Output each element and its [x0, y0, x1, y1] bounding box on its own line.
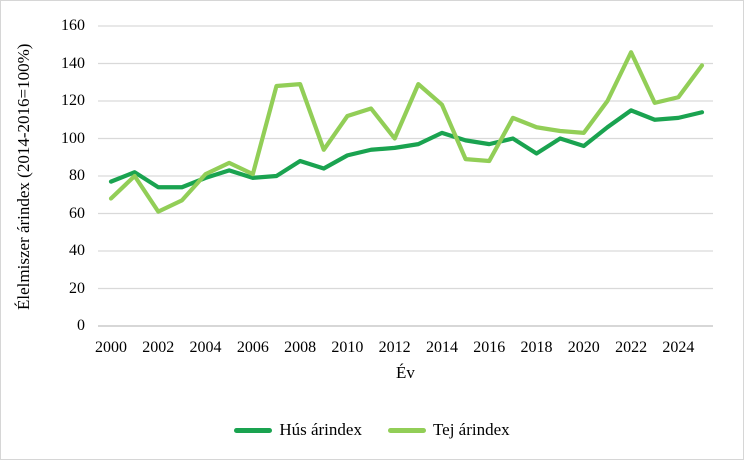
- y-tick-label: 160: [61, 17, 85, 34]
- tej-series-line: [108, 50, 705, 214]
- legend-item-hus: Hús árindex: [234, 420, 362, 440]
- y-tick-label: 100: [61, 129, 85, 147]
- legend-item-tej: Tej árindex: [387, 420, 510, 440]
- x-tick-label: 2018: [520, 339, 553, 356]
- x-tick-label: 2002: [142, 339, 175, 356]
- x-tick-label: 2004: [189, 339, 222, 356]
- legend: Hús árindex Tej árindex: [1, 420, 743, 440]
- x-axis-title: Év: [396, 363, 415, 382]
- x-tick-label: 2014: [425, 339, 458, 356]
- tej-line-swatch-icon: [387, 427, 426, 433]
- y-tick-label: 120: [61, 92, 85, 109]
- hus-line-swatch-icon: [234, 427, 273, 433]
- legend-label-tej: Tej árindex: [432, 420, 510, 439]
- x-tick-label: 2016: [473, 339, 506, 356]
- x-tick-label: 2008: [284, 339, 317, 356]
- x-tick-label: 2022: [615, 339, 648, 356]
- x-tick-label: 2024: [662, 339, 695, 356]
- x-tick-label: 2020: [567, 339, 600, 356]
- y-tick-label: 20: [69, 279, 85, 297]
- y-tick-label: 80: [69, 167, 85, 184]
- hus-series-line: [108, 108, 705, 190]
- legend-label-hus: Hús árindex: [279, 420, 362, 439]
- y-tick-label: 0: [77, 317, 85, 334]
- x-tick-label: 2012: [378, 339, 411, 356]
- y-tick-label: 140: [61, 54, 85, 72]
- x-tick-label: 2000: [95, 339, 127, 356]
- x-tick-label: 2010: [331, 339, 364, 356]
- x-tick-label: 2006: [236, 339, 269, 356]
- plot-area: [98, 25, 713, 327]
- y-tick-label: 60: [69, 204, 85, 222]
- y-tick-label: 40: [69, 242, 85, 259]
